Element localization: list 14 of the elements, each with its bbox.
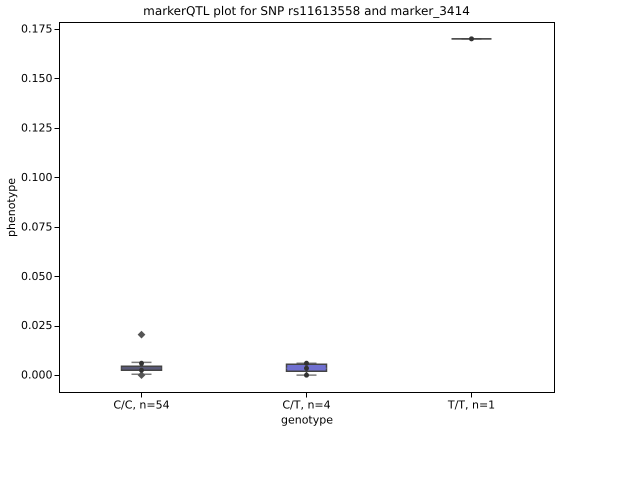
y-tick-label: 0.100 xyxy=(21,170,52,184)
y-tick-label: 0.025 xyxy=(21,319,52,332)
y-tick-label: 0.125 xyxy=(21,121,52,134)
x-tick-label: C/C, n=54 xyxy=(113,398,170,412)
x-tick-label: C/T, n=4 xyxy=(282,398,331,412)
y-tick-label: 0.175 xyxy=(21,22,52,36)
y-tick-label: 0.075 xyxy=(21,220,52,234)
y-axis-title: phenotype xyxy=(5,178,18,237)
y-tick-label: 0.150 xyxy=(21,72,52,85)
x-axis-title: genotype xyxy=(280,414,334,426)
y-tick-label: 0.000 xyxy=(21,368,52,382)
y-tick-label: 0.050 xyxy=(21,270,52,283)
chart-title: markerQTL plot for SNP rs11613558 and marker_3414 xyxy=(143,4,470,18)
x-tick-label: T/T, n=1 xyxy=(446,398,496,412)
